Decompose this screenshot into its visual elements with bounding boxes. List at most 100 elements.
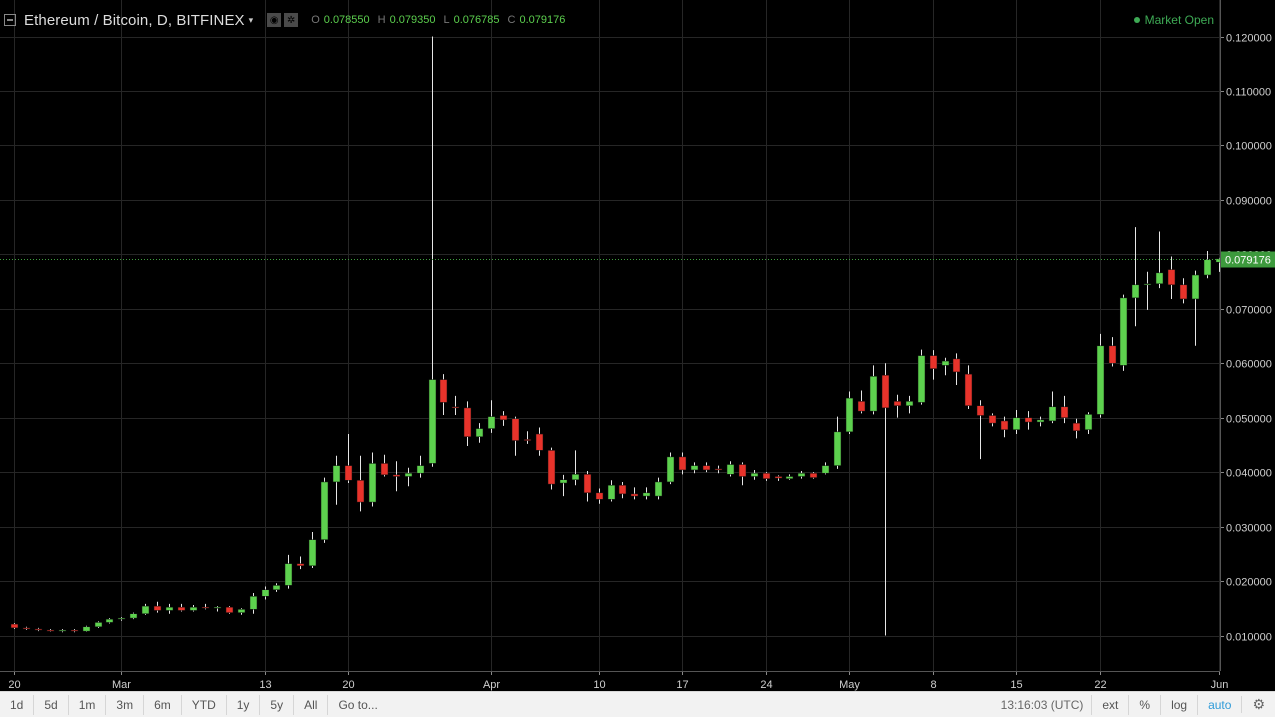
candle-body: [905, 401, 914, 406]
chart-header: Ethereum / Bitcoin, D, BITFINEX ▾ ◉ ✲ O …: [0, 0, 1222, 40]
candle-body: [523, 439, 532, 441]
range-5d-button[interactable]: 5d: [34, 694, 69, 715]
x-tick-label: 24: [760, 679, 772, 691]
candle-body: [869, 376, 878, 412]
x-tick-label: 8: [930, 679, 936, 691]
range-all-button[interactable]: All: [294, 694, 329, 715]
price-chart[interactable]: 0.010000 0.020000 0.030000 0.040000 0.050000…: [0, 0, 1275, 691]
range-1m-button[interactable]: 1m: [69, 694, 107, 715]
candle-body: [1119, 297, 1128, 366]
goto-button[interactable]: Go to...: [338, 697, 378, 712]
settings-gear-icon[interactable]: ⚙: [1241, 696, 1275, 713]
candle-body: [774, 476, 783, 479]
market-status: Market Open: [1133, 13, 1214, 27]
y-tick-label: 0.040000: [1226, 468, 1272, 480]
candle-body: [1131, 284, 1140, 299]
candle-body: [1155, 272, 1164, 284]
candle-body: [237, 609, 246, 613]
ext-toggle[interactable]: ext: [1091, 694, 1128, 715]
candle-body: [726, 464, 735, 475]
y-tick-label: 0.030000: [1226, 523, 1272, 535]
candle-body: [583, 474, 592, 494]
range-1d-button[interactable]: 1d: [0, 694, 35, 715]
candle-body: [714, 468, 723, 471]
candle-body: [929, 355, 938, 369]
candle-body: [404, 472, 413, 477]
auto-toggle[interactable]: auto: [1197, 694, 1241, 715]
candle-body: [1167, 269, 1176, 286]
time-axis[interactable]: 20 Mar 13 20 Apr 10 17 24 May 8 15 22 Jun: [0, 671, 1228, 691]
candle-body: [296, 563, 305, 567]
chevron-down-icon[interactable]: ▾: [248, 14, 254, 25]
y-tick-label: 0.090000: [1226, 196, 1272, 208]
candle-body: [82, 626, 91, 632]
candle-body: [893, 401, 902, 406]
candle-body: [559, 479, 568, 484]
candle-body: [809, 472, 818, 478]
candle-body: [1000, 420, 1009, 430]
candle-body: [463, 407, 472, 437]
x-tick-label: 15: [1010, 679, 1022, 691]
candle-body: [750, 472, 759, 477]
candle-body: [141, 605, 150, 614]
candle-body: [1060, 406, 1069, 418]
collapse-icon[interactable]: [4, 14, 16, 26]
candle-body: [153, 605, 162, 611]
candle-body: [1203, 259, 1212, 276]
candle-body: [571, 474, 580, 481]
range-ytd-button[interactable]: YTD: [182, 694, 227, 715]
candle-body: [1036, 419, 1045, 423]
candle-bodies: [10, 258, 1224, 632]
x-tick-label: Mar: [112, 679, 131, 691]
close-label: C: [507, 14, 516, 26]
candle-body: [332, 465, 341, 483]
symbol-title[interactable]: Ethereum / Bitcoin, D, BITFINEX: [24, 11, 245, 29]
range-6m-button[interactable]: 6m: [144, 694, 182, 715]
low-value: 0.076785: [453, 14, 500, 26]
candle-body: [22, 627, 31, 630]
candle-body: [881, 374, 890, 409]
log-toggle[interactable]: log: [1160, 694, 1197, 715]
candle-body: [1096, 345, 1105, 415]
range-1y-button[interactable]: 1y: [227, 694, 261, 715]
candle-body: [439, 379, 448, 403]
last-price-label: 0.079176: [1225, 255, 1271, 267]
candle-body: [547, 450, 556, 485]
candle-body: [797, 472, 806, 477]
candle-body: [1191, 274, 1200, 300]
chart-grid: [0, 0, 1220, 671]
candle-body: [380, 463, 389, 476]
candle-body: [284, 563, 293, 586]
candle-body: [1179, 284, 1188, 300]
candle-body: [58, 629, 67, 632]
percent-toggle[interactable]: %: [1128, 694, 1160, 715]
eye-icon[interactable]: ◉: [267, 13, 282, 27]
y-tick-label: 0.020000: [1226, 577, 1272, 589]
candle-body: [678, 456, 687, 471]
y-tick-label: 0.070000: [1226, 305, 1272, 317]
x-tick-label: 17: [676, 679, 688, 691]
candle-body: [1084, 414, 1093, 430]
y-tick-label: 0.110000: [1226, 87, 1271, 99]
candle-body: [654, 481, 663, 497]
candle-body: [702, 465, 711, 471]
candle-body: [308, 539, 317, 567]
y-tick-label: 0.010000: [1226, 632, 1272, 644]
candle-body: [70, 629, 79, 632]
candle-body: [511, 418, 520, 441]
x-tick-label: Apr: [483, 679, 500, 691]
candle-body: [642, 492, 651, 497]
candle-body: [1143, 283, 1152, 286]
range-5y-button[interactable]: 5y: [260, 694, 295, 715]
y-tick-label: 0.120000: [1226, 33, 1272, 45]
candle-body: [201, 606, 210, 609]
price-axis[interactable]: 0.010000 0.020000 0.030000 0.040000 0.050000…: [1220, 0, 1275, 671]
range-3m-button[interactable]: 3m: [106, 694, 145, 715]
candle-body: [189, 606, 198, 611]
candle-body: [94, 622, 103, 628]
candle-body: [451, 406, 460, 409]
x-tick-label: Jun: [1211, 679, 1229, 691]
candle-body: [690, 465, 699, 471]
candle-body: [618, 484, 627, 495]
gear-icon[interactable]: ✲: [284, 13, 299, 27]
